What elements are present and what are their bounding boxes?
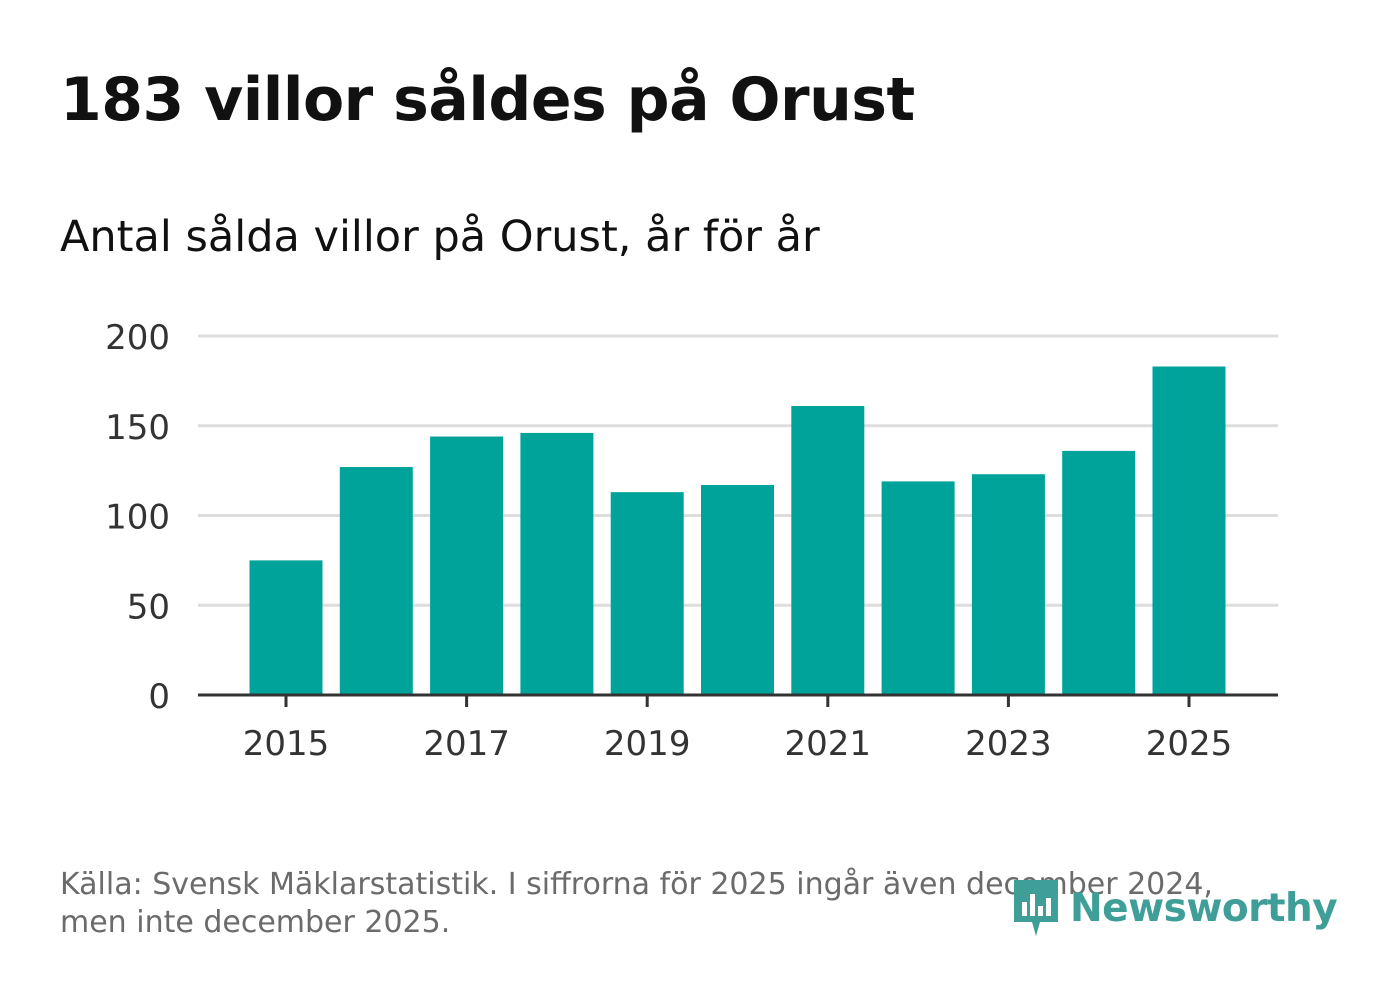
- x-tick-label-2023: 2023: [965, 724, 1052, 764]
- y-tick-label-100: 100: [105, 498, 170, 538]
- x-tick-label-2025: 2025: [1146, 724, 1233, 764]
- bar-2018: [520, 432, 594, 695]
- bar-2024: [1062, 450, 1136, 695]
- x-axis-ticks: [284, 695, 1191, 707]
- brand-name: Newsworthy: [1070, 885, 1338, 931]
- x-axis-labels: 2015 2017 2019 2021 2023 2025: [243, 724, 1233, 764]
- chart-title: 183 villor såldes på Orust: [60, 65, 915, 135]
- y-tick-label-200: 200: [105, 318, 170, 358]
- bars: [249, 366, 1226, 695]
- x-tick-label-2019: 2019: [604, 724, 691, 764]
- bar-2019: [610, 492, 684, 695]
- x-tick-label-2015: 2015: [243, 724, 330, 764]
- y-tick-label-50: 50: [127, 587, 170, 627]
- y-axis-labels: 0 50 100 150 200: [105, 318, 170, 717]
- x-tick-label-2021: 2021: [785, 724, 872, 764]
- bar-2022: [881, 481, 955, 695]
- bar-2021: [791, 406, 865, 695]
- bar-2016: [339, 467, 413, 695]
- x-tick-label-2017: 2017: [423, 724, 510, 764]
- brand-logo: Newsworthy: [1010, 876, 1338, 940]
- bar-2023: [971, 474, 1045, 695]
- newsworthy-logo-icon: [1014, 880, 1058, 936]
- y-tick-label-150: 150: [105, 408, 170, 448]
- bar-2017: [430, 436, 504, 695]
- bar-2020: [701, 484, 774, 695]
- y-tick-label-0: 0: [148, 677, 170, 717]
- bar-2025: [1152, 366, 1226, 695]
- chart-subtitle: Antal sålda villor på Orust, år för år: [60, 212, 820, 262]
- source-line-2: men inte december 2025.: [60, 905, 451, 940]
- bar-2015: [249, 560, 323, 695]
